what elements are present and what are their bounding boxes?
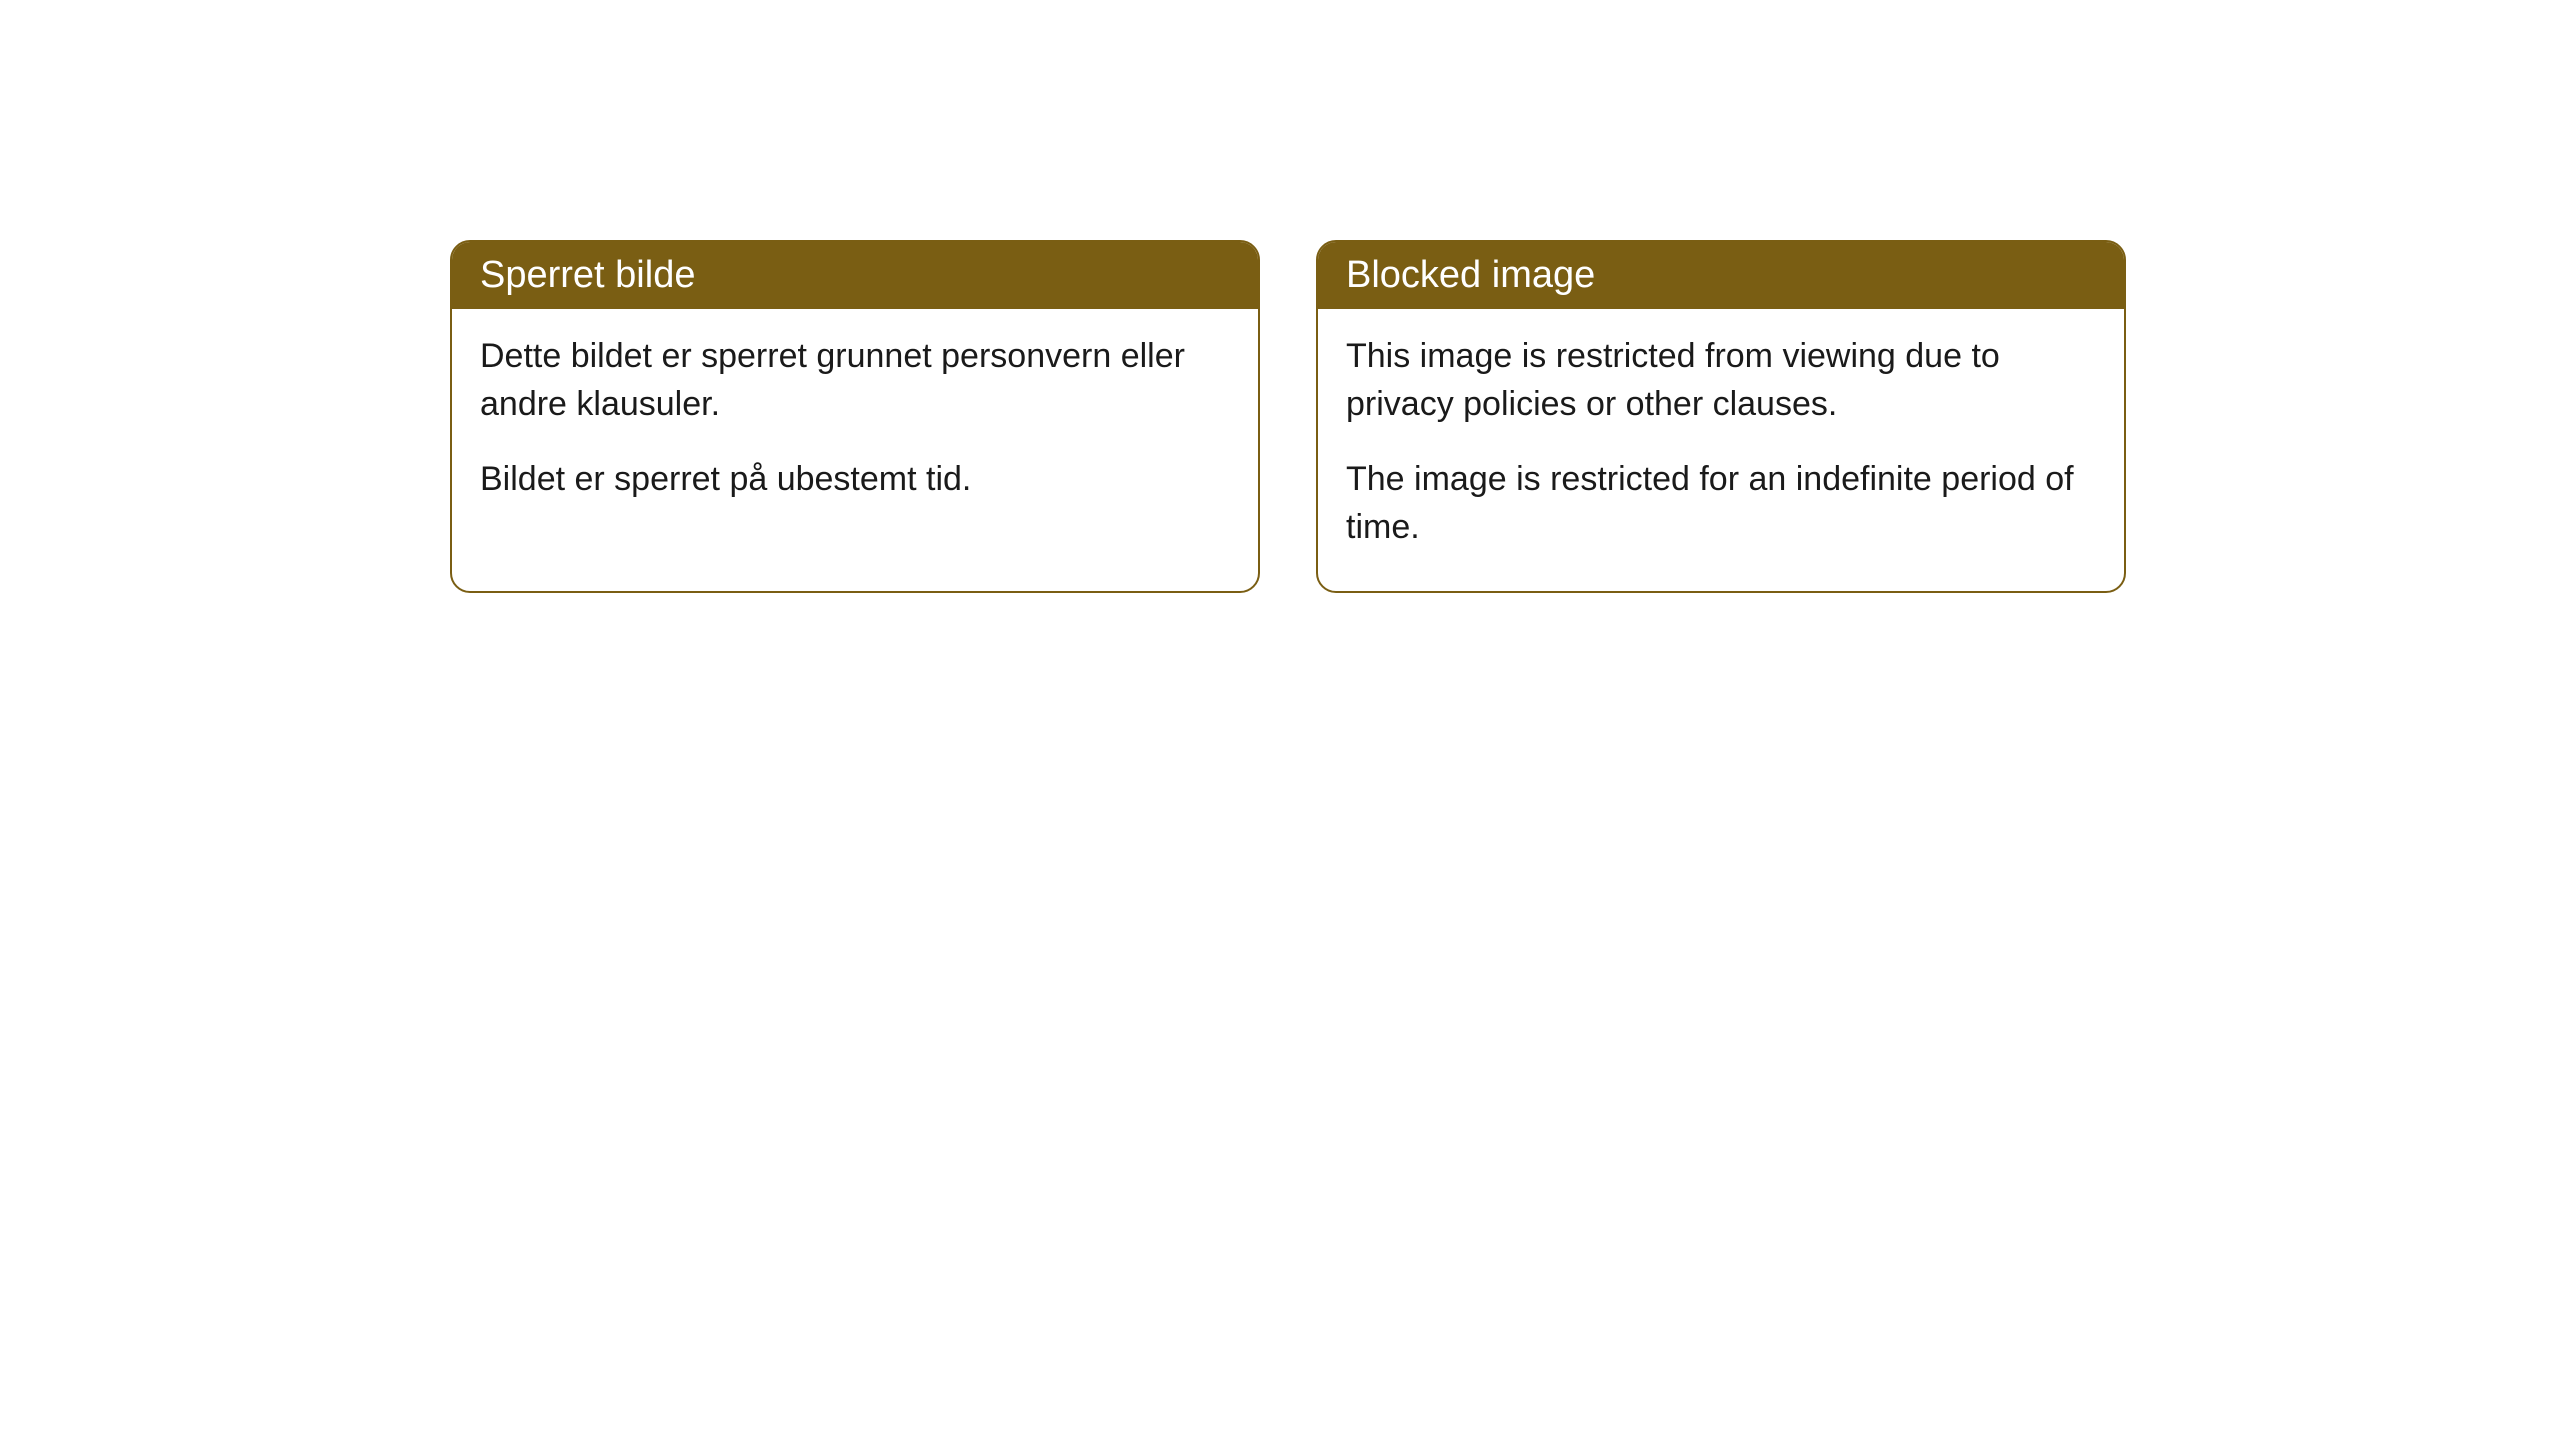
card-header-norwegian: Sperret bilde (452, 242, 1258, 309)
card-paragraph: The image is restricted for an indefinit… (1346, 456, 2096, 551)
card-paragraph: Dette bildet er sperret grunnet personve… (480, 333, 1230, 428)
card-paragraph: This image is restricted from viewing du… (1346, 333, 2096, 428)
card-paragraph: Bildet er sperret på ubestemt tid. (480, 456, 1230, 504)
card-header-english: Blocked image (1318, 242, 2124, 309)
notice-cards-container: Sperret bilde Dette bildet er sperret gr… (450, 240, 2126, 593)
card-body-english: This image is restricted from viewing du… (1318, 309, 2124, 591)
blocked-image-card-norwegian: Sperret bilde Dette bildet er sperret gr… (450, 240, 1260, 593)
card-body-norwegian: Dette bildet er sperret grunnet personve… (452, 309, 1258, 544)
blocked-image-card-english: Blocked image This image is restricted f… (1316, 240, 2126, 593)
